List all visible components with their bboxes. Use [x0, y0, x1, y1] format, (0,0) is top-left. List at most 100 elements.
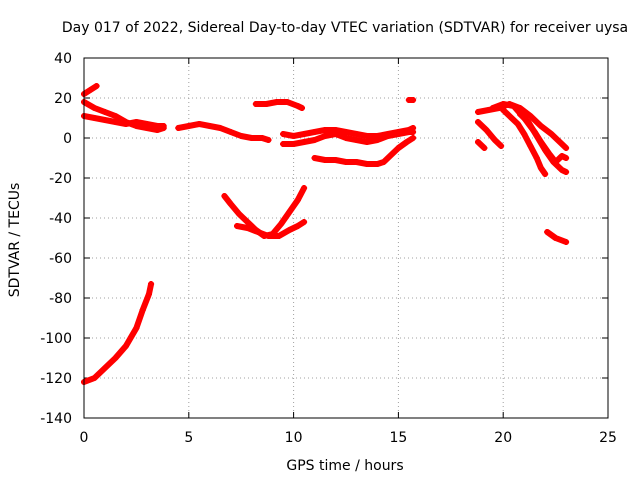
- data-point: [542, 171, 549, 177]
- series-arc-e: [252, 99, 305, 111]
- data-point: [298, 105, 305, 111]
- series-arc-h: [311, 135, 417, 167]
- data-point: [552, 235, 559, 241]
- data-point: [284, 99, 291, 105]
- data-point: [491, 137, 498, 143]
- data-point: [475, 109, 482, 115]
- data-point: [500, 107, 507, 113]
- x-tick-label: 15: [389, 430, 407, 446]
- x-tick-label: 5: [184, 430, 193, 446]
- data-point: [273, 99, 280, 105]
- data-point: [563, 155, 570, 161]
- data-point: [244, 219, 251, 225]
- data-point: [311, 129, 318, 135]
- data-point: [353, 131, 360, 137]
- data-point: [93, 83, 100, 89]
- data-point: [133, 325, 140, 331]
- data-point: [343, 135, 349, 141]
- data-point: [101, 109, 108, 115]
- series-arc-i: [405, 97, 417, 103]
- data-point: [234, 223, 241, 229]
- data-point: [563, 169, 570, 175]
- data-point: [363, 133, 370, 139]
- series-arc-p: [516, 111, 570, 175]
- data-point: [332, 131, 339, 137]
- data-point: [332, 157, 339, 163]
- data-point: [294, 197, 301, 203]
- data-point: [506, 113, 513, 119]
- y-tick-label: 40: [54, 51, 72, 67]
- series-arc-q: [475, 119, 505, 149]
- data-point: [91, 115, 98, 121]
- y-tick-label: -40: [49, 211, 72, 227]
- data-point: [525, 119, 532, 125]
- data-point: [91, 375, 98, 381]
- data-point: [521, 131, 528, 137]
- data-point: [403, 139, 410, 145]
- data-point: [265, 233, 272, 239]
- series-arc-o: [500, 107, 549, 177]
- data-point: [254, 229, 261, 235]
- data-point: [280, 141, 287, 147]
- data-point: [527, 113, 534, 119]
- data-point: [489, 105, 496, 111]
- series-arc-s: [544, 229, 570, 245]
- data-point: [527, 143, 534, 149]
- data-point: [343, 159, 349, 165]
- data-point: [154, 123, 161, 129]
- data-point: [343, 129, 349, 135]
- data-point: [265, 137, 272, 143]
- data-point: [537, 123, 544, 129]
- data-point: [548, 131, 555, 137]
- data-point: [122, 343, 129, 349]
- data-point: [101, 365, 108, 371]
- data-point: [483, 127, 490, 133]
- data-point: [301, 139, 308, 145]
- data-point: [410, 135, 417, 141]
- data-point: [91, 105, 98, 111]
- data-point: [510, 103, 517, 109]
- data-point: [227, 129, 234, 135]
- data-point: [145, 291, 152, 297]
- x-axis-label: GPS time / hours: [286, 458, 403, 474]
- series-arc-c: [81, 113, 167, 129]
- data-point: [537, 165, 544, 171]
- data-point: [380, 159, 387, 165]
- data-point: [533, 155, 540, 161]
- data-point: [563, 239, 570, 245]
- data-point: [563, 145, 570, 151]
- data-point: [550, 159, 557, 165]
- data-point: [301, 219, 308, 225]
- data-point: [353, 137, 360, 143]
- data-point: [196, 121, 203, 127]
- data-point: [322, 133, 329, 139]
- data-point: [542, 147, 549, 153]
- data-point: [395, 145, 402, 151]
- data-point: [514, 121, 521, 127]
- grid: [84, 58, 608, 418]
- data-point: [311, 137, 318, 143]
- data-point: [87, 87, 94, 93]
- data-point: [244, 225, 251, 231]
- data-point: [363, 139, 370, 145]
- series-arc-r: [475, 139, 488, 151]
- data-point: [481, 145, 488, 151]
- data-point: [374, 161, 381, 167]
- x-tick-label: 0: [80, 430, 89, 446]
- data-point: [143, 121, 150, 127]
- data-point: [148, 281, 155, 287]
- data-point: [290, 141, 297, 147]
- data-point: [112, 113, 119, 119]
- data-point: [252, 101, 259, 107]
- data-point: [558, 141, 565, 147]
- data-point: [294, 223, 301, 229]
- data-point: [301, 131, 308, 137]
- data-point: [122, 121, 129, 127]
- data-point: [278, 221, 285, 227]
- data-point: [516, 111, 523, 117]
- chart-title: Day 017 of 2022, Sidereal Day-to-day VTE…: [62, 20, 628, 36]
- data-point: [185, 123, 192, 129]
- series-trace: [175, 121, 272, 143]
- data-point: [311, 155, 318, 161]
